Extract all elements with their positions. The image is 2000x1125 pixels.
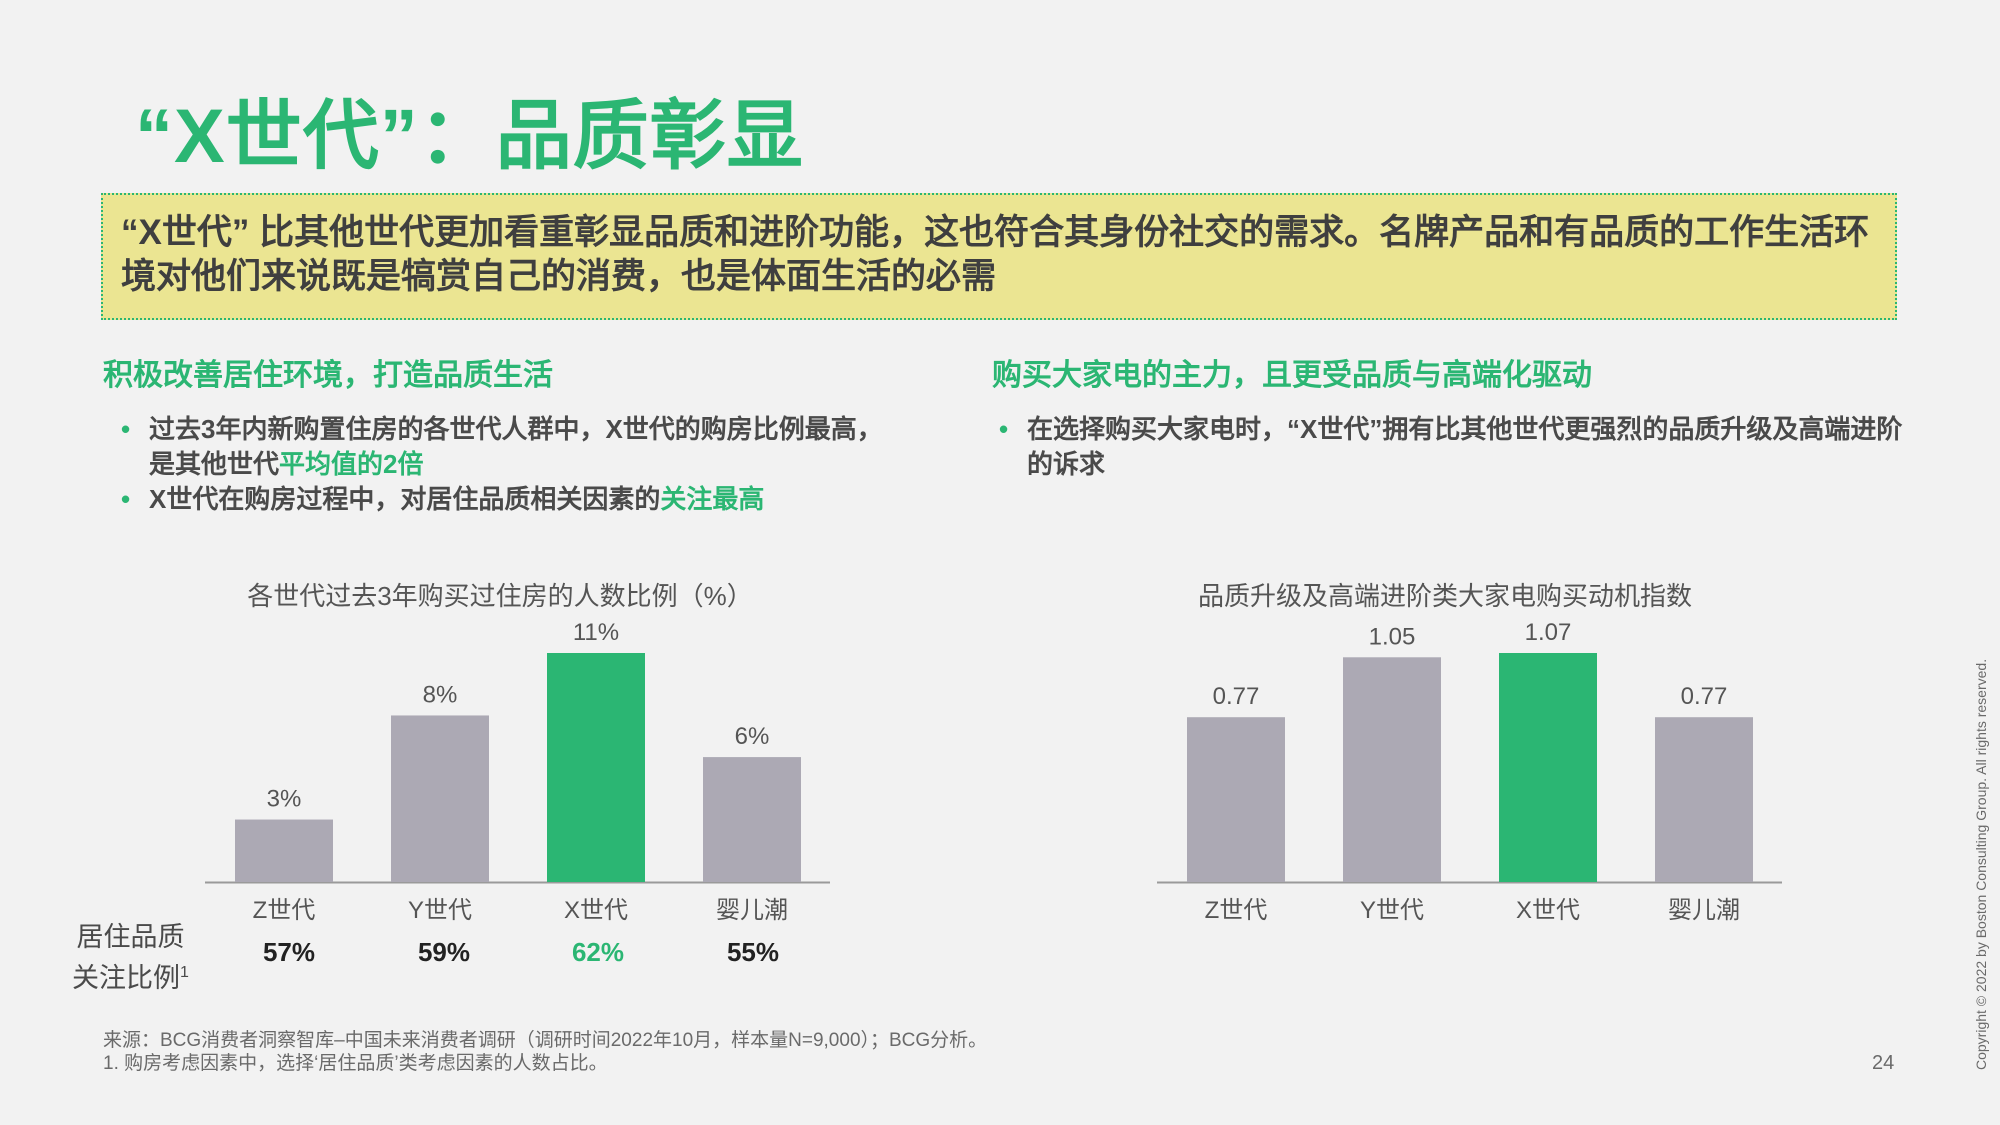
- right-chart-bar-1: [1343, 657, 1441, 882]
- housing-quality-row-label: 居住品质 关注比例1: [72, 920, 189, 996]
- right-chart-bar-0: [1187, 717, 1285, 882]
- housing-quality-value-boomer: 55%: [726, 937, 780, 967]
- footnote: 来源：BCG消费者洞察智库–中国未来消费者调研（调研时间2022年10月，样本量…: [103, 1029, 987, 1075]
- right-chart-data-label-2: 1.07: [1525, 619, 1572, 646]
- left-chart-tick-label-3: 婴儿潮: [716, 897, 788, 924]
- left-chart-data-label-1: 8%: [423, 681, 458, 708]
- row-label-line1: 居住品质: [76, 922, 185, 952]
- left-chart-bar-0: [235, 819, 333, 882]
- right-chart-tick-label-2: X世代: [1516, 897, 1580, 924]
- left-chart-tick-label-0: Z世代: [253, 897, 316, 924]
- right-bullet-list: 在选择购买大家电时，“X世代”拥有比其他世代更强烈的品质升级及高端进阶的诉求: [993, 412, 1913, 482]
- footnote-1: 1. 购房考虑因素中，选择‘居住品质’类考虑因素的人数占比。: [103, 1053, 608, 1074]
- left-chart-bar-1: [391, 715, 489, 882]
- housing-quality-value-y: 59%: [417, 937, 471, 967]
- left-chart-bar-3: [703, 757, 801, 882]
- left-chart-data-label-0: 3%: [267, 786, 302, 813]
- right-chart-data-label-0: 0.77: [1213, 683, 1260, 710]
- row-label-footnote-marker: 1: [180, 964, 189, 981]
- left-bullet-1-highlight: 平均值的2倍: [279, 449, 424, 479]
- left-bullet-2: X世代在购房过程中，对居住品质相关因素的关注最高: [115, 482, 895, 517]
- left-chart-title: 各世代过去3年购买过住房的人数比例（%）: [247, 581, 753, 611]
- footnote-source: 来源：BCG消费者洞察智库–中国未来消费者调研（调研时间2022年10月，样本量…: [103, 1030, 988, 1051]
- left-bullet-1: 过去3年内新购置住房的各世代人群中，X世代的购房比例最高，是其他世代平均值的2倍: [115, 412, 895, 482]
- right-chart-tick-label-1: Y世代: [1360, 897, 1424, 924]
- left-bullet-2-highlight: 关注最高: [660, 484, 765, 514]
- page-number: 24: [1872, 1052, 1895, 1074]
- right-chart-title: 品质升级及高端进阶类大家电购买动机指数: [1197, 581, 1692, 611]
- left-bullet-list: 过去3年内新购置住房的各世代人群中，X世代的购房比例最高，是其他世代平均值的2倍…: [115, 412, 895, 517]
- row-label-line2: 关注比例: [72, 963, 180, 993]
- left-bullet-2-text: X世代在购房过程中，对居住品质相关因素的: [149, 484, 661, 514]
- left-section-title: 积极改善居住环境，打造品质生活: [103, 359, 553, 392]
- left-chart-data-label-3: 6%: [735, 723, 770, 750]
- right-chart-tick-label-3: 婴儿潮: [1668, 897, 1740, 924]
- left-bar-chart: 3% Z世代 8% Y世代 11% X世代 6% 婴儿潮: [205, 619, 830, 924]
- key-message-callout: “X世代” 比其他世代更加看重彰显品质和进阶功能，这也符合其身份社交的需求。名牌…: [101, 193, 1897, 320]
- right-chart-bar-3: [1655, 717, 1753, 882]
- left-chart-data-label-2: 11%: [573, 619, 619, 646]
- left-bullet-1-text: 过去3年内新购置住房的各世代人群中，X世代的购房比例最高，是其他世代: [149, 414, 883, 479]
- left-chart-bar-2: [547, 653, 645, 882]
- left-chart-tick-label-2: X世代: [564, 897, 628, 924]
- housing-quality-value-z: 57%: [262, 937, 316, 967]
- right-chart-tick-label-0: Z世代: [1205, 897, 1268, 924]
- copyright-notice: Copyright © 2022 by Boston Consulting Gr…: [1973, 658, 1989, 1070]
- housing-quality-value-x: 62%: [571, 937, 625, 967]
- right-chart-data-label-3: 0.77: [1681, 683, 1728, 710]
- right-chart-bar-2: [1499, 653, 1597, 882]
- right-bullet-1: 在选择购买大家电时，“X世代”拥有比其他世代更强烈的品质升级及高端进阶的诉求: [993, 412, 1913, 482]
- right-section-title: 购买大家电的主力，且更受品质与高端化驱动: [992, 359, 1592, 392]
- page-title: “X世代”：品质彰显: [135, 94, 804, 179]
- left-chart-tick-label-1: Y世代: [408, 897, 472, 924]
- right-chart-data-label-1: 1.05: [1369, 623, 1416, 650]
- right-bar-chart: 0.77 Z世代 1.05 Y世代 1.07 X世代 0.77 婴儿潮: [1157, 619, 1782, 924]
